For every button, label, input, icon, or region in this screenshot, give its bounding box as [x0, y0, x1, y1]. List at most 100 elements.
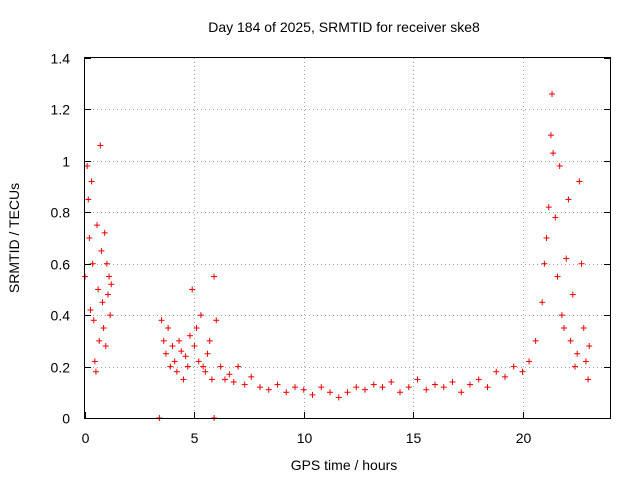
- data-point: [189, 286, 196, 293]
- data-point: [292, 384, 298, 391]
- y-tick-label: 0.4: [51, 308, 71, 324]
- data-point: [335, 394, 342, 401]
- data-point: [300, 386, 307, 393]
- data-point: [241, 381, 248, 388]
- data-point: [193, 325, 200, 331]
- data-point: [89, 260, 96, 267]
- y-tick-label: 1.2: [51, 102, 71, 118]
- data-point: [91, 358, 98, 365]
- data-point: [99, 299, 106, 306]
- data-point: [440, 384, 447, 391]
- data-point: [502, 373, 508, 380]
- data-point: [202, 368, 209, 375]
- data-point: [379, 384, 386, 391]
- data-point: [182, 353, 189, 360]
- data-point: [567, 337, 574, 344]
- data-point: [106, 273, 113, 280]
- data-point: [519, 368, 526, 375]
- data-point: [204, 350, 211, 357]
- x-tick-label: 20: [516, 430, 532, 446]
- data-point: [539, 299, 546, 306]
- data-point: [108, 281, 115, 288]
- data-point: [197, 312, 204, 319]
- data-point: [510, 363, 517, 370]
- data-point: [171, 358, 178, 365]
- data-point: [98, 247, 105, 254]
- data-point: [574, 350, 581, 357]
- data-point: [208, 376, 215, 383]
- data-point: [86, 235, 93, 241]
- data-point: [327, 389, 333, 396]
- data-point: [545, 204, 552, 211]
- data-point: [167, 363, 174, 370]
- data-point: [213, 317, 220, 324]
- data-point: [558, 312, 565, 319]
- data-point: [550, 150, 557, 157]
- y-tick-label: 0.6: [51, 257, 71, 273]
- data-point: [222, 376, 228, 383]
- data-point: [565, 196, 572, 203]
- data-point: [458, 389, 465, 396]
- axis-ticks: 0 5 10 15 20 0 0.2 0.4 0.6 0.8 1 1.2 1.4: [51, 51, 610, 446]
- data-point: [85, 196, 92, 203]
- data-point: [195, 358, 202, 365]
- data-point: [449, 379, 456, 385]
- x-tick-label: 5: [191, 430, 199, 446]
- data-point: [549, 91, 556, 97]
- data-point: [543, 235, 550, 241]
- data-point: [165, 325, 172, 331]
- data-point: [191, 343, 198, 349]
- y-tick-label: 0.8: [51, 205, 71, 221]
- data-point: [318, 384, 325, 391]
- data-point: [176, 337, 183, 344]
- data-point: [84, 163, 91, 169]
- y-tick-label: 0: [62, 411, 70, 427]
- data-point: [414, 376, 421, 383]
- data-point: [556, 163, 563, 169]
- data-point: [585, 376, 592, 383]
- data-point: [169, 343, 176, 349]
- data-point: [274, 381, 281, 388]
- data-point: [103, 260, 110, 267]
- plot-frame: [84, 57, 611, 419]
- data-point: [569, 291, 576, 298]
- data-point: [580, 325, 587, 331]
- data-point: [582, 358, 589, 365]
- data-point: [178, 348, 185, 355]
- data-point: [87, 307, 94, 313]
- data-point: [526, 358, 533, 365]
- data-point: [388, 379, 395, 385]
- data-point: [552, 214, 559, 221]
- data-point: [104, 291, 111, 298]
- data-point: [235, 363, 242, 370]
- data-point: [88, 178, 95, 185]
- data-point: [547, 132, 554, 139]
- data-point: [96, 337, 103, 344]
- data-point: [362, 386, 368, 393]
- data-point: [572, 363, 578, 370]
- data-point: [180, 376, 187, 383]
- data-point: [576, 178, 583, 185]
- grid: [85, 58, 610, 418]
- data-point: [162, 350, 169, 357]
- data-point: [160, 337, 167, 344]
- data-point: [432, 381, 438, 388]
- data-point: [102, 343, 109, 349]
- data-point: [561, 325, 568, 331]
- data-point: [541, 260, 548, 267]
- data-point: [101, 229, 108, 236]
- chart-title: Day 184 of 2025, SRMTID for receiver ske…: [208, 19, 480, 35]
- data-point: [200, 363, 207, 370]
- y-tick-label: 0.2: [51, 360, 71, 376]
- data-point: [206, 337, 213, 344]
- data-point: [309, 391, 316, 398]
- data-point: [423, 386, 430, 393]
- data-point: [578, 260, 585, 267]
- data-point: [184, 363, 191, 370]
- data-point: [248, 373, 255, 380]
- x-tick-label: 15: [406, 430, 422, 446]
- x-tick-label: 0: [82, 430, 90, 446]
- y-tick-label: 1: [62, 154, 70, 170]
- data-point: [107, 312, 114, 319]
